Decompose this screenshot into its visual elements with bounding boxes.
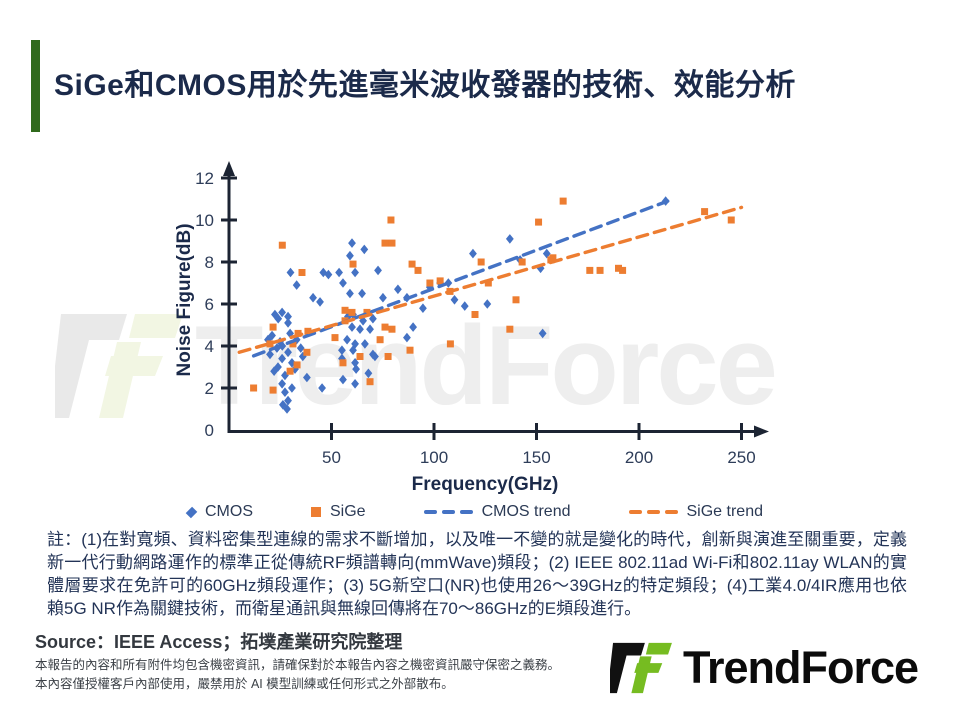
note-text: 註：(1)在對寬頻、資料密集型連線的需求不斷增加，以及唯一不變的就是變化的時代，… <box>47 530 907 618</box>
disclaimer-text: 本報告的內容和所有附件均包含機密資訊，請確保對於本報告內容之機密資訊嚴守保密之義… <box>35 656 560 694</box>
y-axis-title: Noise Figure(dB) <box>174 223 195 376</box>
source-text: Source：IEEE Access；拓墣產業研究院整理 <box>35 632 403 652</box>
x-axis-title: Frequency(GHz) <box>412 474 559 495</box>
svg-text:2: 2 <box>205 379 214 398</box>
legend-item-sige: SiGe <box>311 503 366 521</box>
svg-text:50: 50 <box>322 448 341 467</box>
svg-text:0: 0 <box>205 421 214 440</box>
ticks <box>221 176 743 440</box>
legend-item-cmos: CMOS <box>185 503 253 521</box>
trendforce-logo-text: TrendForce <box>683 642 919 693</box>
cmos-trend-dash-icon <box>423 510 473 514</box>
svg-text:250: 250 <box>727 448 755 467</box>
svg-text:200: 200 <box>625 448 653 467</box>
noise-figure-scatter-chart: 50 100 150 200 250 0 2 4 6 8 10 12 Frequency(GHz) Noi… <box>174 161 769 495</box>
legend-label-sige: SiGe <box>330 503 366 520</box>
svg-text:150: 150 <box>522 448 550 467</box>
svg-text:8: 8 <box>205 253 214 272</box>
axes <box>227 174 756 433</box>
legend-item-cmos-trend: CMOS trend <box>423 503 571 521</box>
cmos-points <box>264 196 670 414</box>
sige-trend-line <box>237 205 744 355</box>
svg-text:4: 4 <box>205 337 214 356</box>
cmos-diamond-icon <box>185 506 198 518</box>
page-title: SiGe和CMOS用於先進毫米波收發器的技術、效能分析 <box>54 69 796 102</box>
svg-text:6: 6 <box>205 295 214 314</box>
chart-legend: CMOS SiGe CMOS trend SiGe trend <box>150 503 800 521</box>
legend-label-cmos-trend: CMOS trend <box>481 503 571 520</box>
sige-points <box>250 197 735 394</box>
legend-item-sige-trend: SiGe trend <box>628 503 763 521</box>
svg-text:10: 10 <box>195 211 214 230</box>
disclaimer-line-2: 本內容僅授權客戶內部使用，嚴禁用於 AI 模型訓練或任何形式之外部散布。 <box>35 677 454 691</box>
svg-text:100: 100 <box>420 448 448 467</box>
svg-text:12: 12 <box>195 169 214 188</box>
cmos-trend-line <box>251 199 670 358</box>
tick-labels: 50 100 150 200 250 0 2 4 6 8 10 12 <box>195 169 756 467</box>
x-axis-arrow-icon <box>754 425 769 438</box>
disclaimer-line-1: 本報告的內容和所有附件均包含機密資訊，請確保對於本報告內容之機密資訊嚴守保密之義… <box>35 658 561 672</box>
y-axis-arrow-icon <box>223 161 235 176</box>
legend-label-cmos: CMOS <box>205 503 253 520</box>
sige-trend-dash-icon <box>628 510 678 514</box>
title-accent-bar <box>31 40 40 132</box>
legend-label-sige-trend: SiGe trend <box>686 503 763 520</box>
sige-square-icon <box>311 507 321 517</box>
trendforce-logo-icon <box>610 642 672 694</box>
trendforce-logo: TrendForce <box>610 640 919 696</box>
